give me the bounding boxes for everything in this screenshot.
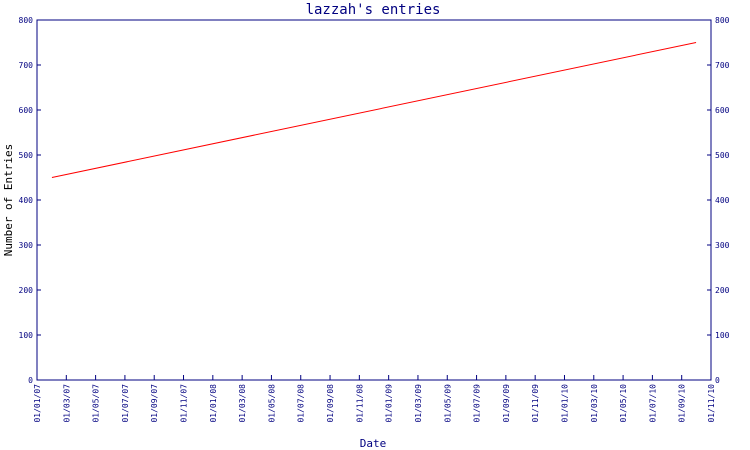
- series-line-0: [51, 42, 697, 178]
- x-tick-label: 01/05/09: [443, 384, 452, 423]
- x-tick-label: 01/01/07: [33, 384, 42, 423]
- y-tick-label-right: 600: [715, 106, 730, 115]
- x-tick-label: 01/01/09: [385, 384, 394, 423]
- y-tick-label-left: 700: [19, 61, 34, 70]
- y-tick-label-left: 500: [19, 151, 34, 160]
- x-tick-label: 01/11/08: [355, 384, 364, 423]
- x-tick-label: 01/07/07: [121, 384, 130, 423]
- x-tick-label: 01/11/07: [180, 384, 189, 423]
- x-axis-label: Date: [360, 437, 387, 450]
- y-axis-right: 0 100 200 300 400 500 600 700 800: [707, 16, 730, 385]
- y-tick-label-right: 200: [715, 286, 730, 295]
- y-tick-label-right: 400: [715, 196, 730, 205]
- x-tick-label: 01/03/09: [414, 384, 423, 423]
- plot-frame: [36, 19, 712, 381]
- x-tick-label: 01/07/10: [648, 384, 657, 423]
- y-tick-label-left: 200: [19, 286, 34, 295]
- y-tick-label-right: 0: [715, 376, 720, 385]
- x-tick-label: 01/11/09: [531, 384, 540, 423]
- x-tick-label: 01/07/08: [297, 384, 306, 423]
- x-tick-label: 01/05/07: [92, 384, 101, 423]
- y-axis-label: Number of Entries: [2, 144, 15, 257]
- x-tick-label: 01/01/08: [209, 384, 218, 423]
- x-tick-label: 01/03/10: [590, 384, 599, 423]
- x-tick-label: 01/07/09: [473, 384, 482, 423]
- y-tick-label-right: 500: [715, 151, 730, 160]
- x-axis: 01/01/07 01/03/07 01/05/07 01/07/07 01/09/07…: [33, 375, 716, 423]
- x-tick-label: 01/09/10: [678, 384, 687, 423]
- x-tick-label: 01/09/08: [326, 384, 335, 423]
- y-tick-label-right: 100: [715, 331, 730, 340]
- y-tick-label-right: 800: [715, 16, 730, 25]
- x-tick-label: 01/09/07: [150, 384, 159, 423]
- x-tick-label: 01/09/09: [502, 384, 511, 423]
- x-tick-label: 01/03/08: [238, 384, 247, 423]
- y-tick-label-left: 600: [19, 106, 34, 115]
- y-tick-label-left: 0: [28, 376, 33, 385]
- x-tick-label: 01/11/10: [707, 384, 716, 423]
- x-tick-label: 01/01/10: [560, 384, 569, 423]
- x-tick-label: 01/03/07: [62, 384, 71, 423]
- y-tick-label-right: 300: [715, 241, 730, 250]
- y-tick-label-left: 800: [19, 16, 34, 25]
- x-tick-label: 01/05/10: [619, 384, 628, 423]
- series-group: [51, 42, 697, 178]
- y-tick-label-left: 100: [19, 331, 34, 340]
- y-tick-label-left: 400: [19, 196, 34, 205]
- x-tick-label: 01/05/08: [267, 384, 276, 423]
- chart-title: lazzah's entries: [306, 2, 441, 18]
- y-axis-left: 0 100 200 300 400 500 600 700 800: [19, 16, 41, 385]
- y-tick-label-right: 700: [715, 61, 730, 70]
- y-tick-label-left: 300: [19, 241, 34, 250]
